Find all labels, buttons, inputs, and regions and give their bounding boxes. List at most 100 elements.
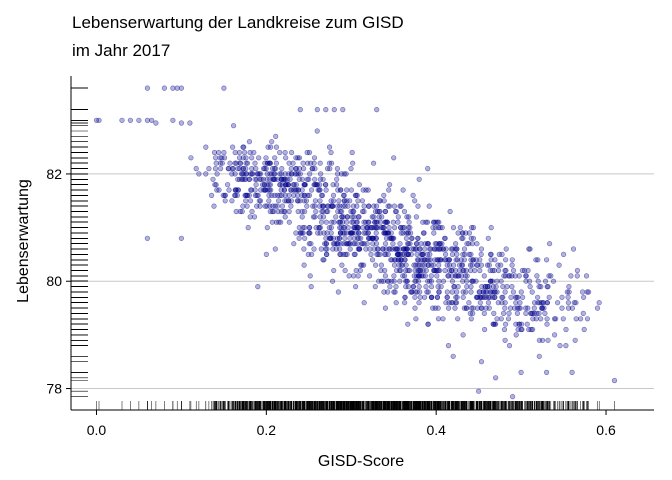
data-point	[530, 316, 536, 322]
data-point	[282, 171, 288, 177]
data-point	[382, 208, 389, 215]
data-point	[252, 187, 258, 193]
data-point	[469, 241, 476, 247]
data-point	[464, 278, 470, 284]
data-point	[390, 241, 396, 247]
data-point	[514, 294, 520, 300]
data-point	[439, 225, 445, 231]
data-point	[404, 251, 410, 257]
data-point	[585, 289, 592, 295]
data-point	[438, 284, 444, 290]
data-point	[544, 316, 550, 322]
data-point	[401, 208, 408, 215]
data-point	[506, 310, 512, 317]
data-point	[533, 257, 539, 263]
data-point	[379, 214, 385, 220]
data-point	[308, 241, 314, 247]
data-point	[282, 176, 289, 182]
data-point	[412, 267, 418, 274]
data-point	[264, 171, 270, 177]
data-point	[507, 305, 514, 311]
data-point	[326, 144, 333, 150]
data-point	[450, 353, 456, 359]
data-point	[332, 241, 338, 247]
data-point	[428, 278, 435, 284]
data-point	[384, 219, 390, 225]
data-point	[272, 155, 278, 161]
data-point	[548, 273, 554, 279]
data-point	[269, 219, 275, 225]
data-point	[519, 294, 526, 300]
data-point	[275, 208, 281, 215]
data-point	[247, 198, 254, 204]
data-point	[304, 149, 310, 156]
data-point	[454, 257, 461, 263]
data-point	[509, 284, 515, 290]
data-point	[412, 246, 419, 252]
data-point	[240, 144, 246, 150]
data-point	[405, 267, 411, 274]
data-point	[341, 171, 347, 177]
data-point	[299, 192, 305, 198]
data-point	[469, 225, 475, 231]
data-point	[304, 176, 310, 182]
data-point	[458, 257, 464, 263]
data-point	[560, 316, 566, 322]
x-axis-title: GISD-Score	[318, 453, 404, 470]
data-point	[428, 284, 435, 290]
data-point	[460, 294, 466, 300]
data-point	[455, 316, 461, 322]
data-point	[545, 284, 551, 290]
x-tick-label: 0.2	[257, 422, 277, 438]
data-point	[437, 241, 444, 247]
data-point	[333, 214, 339, 220]
data-point	[245, 225, 251, 231]
data-point	[264, 182, 270, 188]
data-point	[355, 273, 361, 279]
data-point	[429, 294, 435, 300]
data-point	[516, 273, 522, 279]
data-point	[233, 208, 239, 215]
data-point	[464, 273, 470, 279]
data-point	[363, 246, 369, 252]
data-point	[403, 246, 409, 252]
data-point	[435, 267, 442, 274]
data-point	[320, 203, 326, 209]
data-point	[355, 198, 361, 204]
data-point	[291, 241, 297, 247]
data-point	[361, 230, 367, 236]
data-point	[476, 388, 482, 394]
data-point	[452, 305, 458, 311]
data-point	[210, 176, 216, 182]
data-point	[469, 305, 475, 311]
data-point	[263, 155, 269, 161]
data-point	[368, 251, 374, 257]
data-point	[273, 160, 280, 166]
data-point	[264, 203, 270, 209]
data-point	[252, 176, 258, 182]
data-point	[312, 214, 318, 220]
data-point	[596, 300, 602, 306]
data-point	[269, 139, 275, 145]
data-point	[502, 267, 508, 274]
data-point	[323, 182, 329, 188]
data-point	[401, 225, 407, 231]
data-point	[347, 235, 353, 241]
data-point	[271, 176, 277, 182]
data-point	[464, 284, 470, 290]
data-point	[538, 316, 544, 322]
data-point	[391, 203, 398, 209]
data-point	[450, 225, 457, 231]
data-point	[277, 171, 283, 177]
data-point	[340, 219, 346, 225]
data-point	[374, 203, 380, 209]
data-point	[499, 251, 505, 257]
data-point	[571, 300, 577, 306]
data-point	[330, 246, 336, 252]
data-point	[361, 262, 367, 268]
y-tick-label: 80	[46, 273, 62, 289]
data-point	[460, 251, 466, 257]
data-point	[222, 198, 228, 204]
data-point	[488, 225, 494, 231]
data-point	[235, 166, 241, 172]
